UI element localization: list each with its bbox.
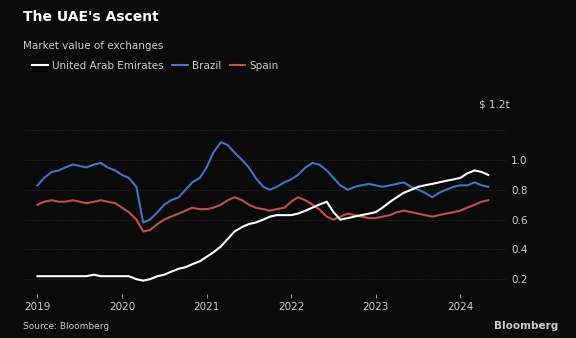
Text: Bloomberg: Bloomberg [494, 321, 559, 331]
Text: $ 1.2t: $ 1.2t [479, 100, 510, 110]
Text: The UAE's Ascent: The UAE's Ascent [23, 10, 159, 24]
Text: Market value of exchanges: Market value of exchanges [23, 41, 164, 51]
Text: Source: Bloomberg: Source: Bloomberg [23, 322, 109, 331]
Legend: United Arab Emirates, Brazil, Spain: United Arab Emirates, Brazil, Spain [28, 57, 283, 75]
